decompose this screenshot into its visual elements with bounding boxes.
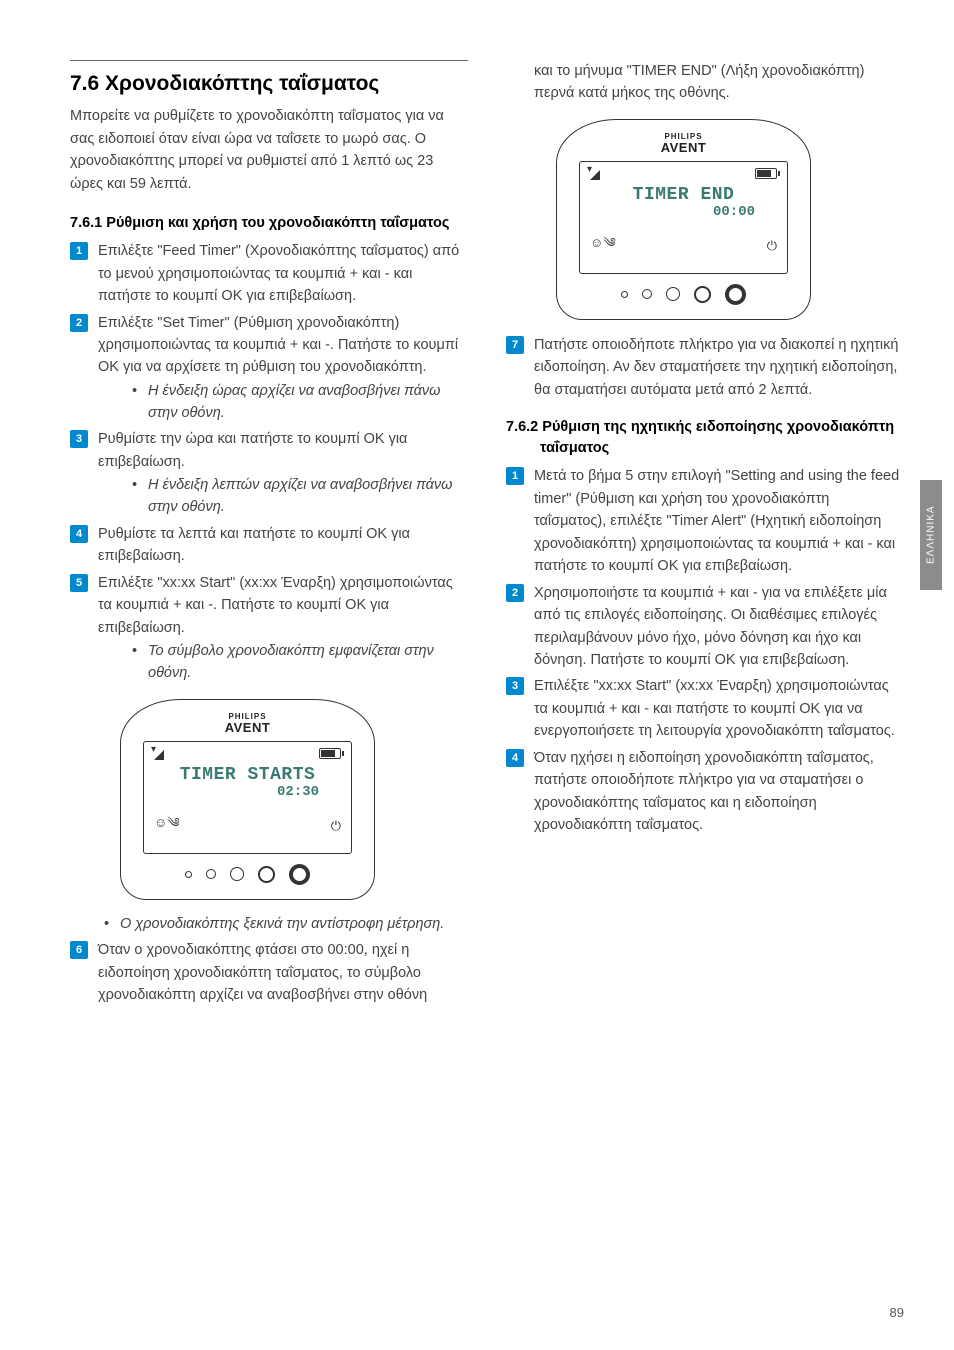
step-text: Ρυθμίστε την ώρα και πατήστε το κουμπί O… <box>98 431 407 469</box>
step-7: 7 Πατήστε οποιοδήποτε πλήκτρο για να διακ… <box>506 334 904 401</box>
device-button <box>642 289 652 299</box>
step-1: 1 Επιλέξτε "Feed Timer" (Χρονοδιακόπτης τ… <box>70 240 468 307</box>
bullet-item: Ο χρονοδιακόπτης ξεκινά την αντίστροφη μ… <box>98 914 468 936</box>
device-buttons <box>575 284 792 305</box>
step-text: Όταν ηχήσει η ειδοποίηση χρονοδιακόπτη τ… <box>534 750 874 833</box>
sub1-number: 7.6.1 <box>70 215 102 231</box>
step6-continuation: και το μήνυμα "TIMER END" (Λήξη χρονοδια… <box>506 60 904 105</box>
sub1-steps: 1 Επιλέξτε "Feed Timer" (Χρονοδιακόπτης τ… <box>70 240 468 685</box>
section-title: 7.6 Χρονοδιακόπτης ταΐσματος <box>70 60 468 97</box>
bullet-list: Ο χρονοδιακόπτης ξεκινά την αντίστροφη μ… <box>98 914 468 936</box>
step-badge: 2 <box>70 314 88 332</box>
device-button <box>725 284 746 305</box>
section-number: 7.6 <box>70 72 99 95</box>
signal-icon: ▾ <box>590 168 608 180</box>
step-3: 3 Ρυθμίστε την ώρα και πατήστε το κουμπί … <box>70 428 468 518</box>
screen-bottom-row: ☺༄ ⏻ <box>154 808 341 845</box>
step-badge: 3 <box>506 677 524 695</box>
bullet-item: Το σύμβολο χρονοδιακόπτη εμφανίζεται στη… <box>126 641 468 685</box>
section-title-text: Χρονοδιακόπτης ταΐσματος <box>105 72 379 95</box>
device-figure-timer-end: PHILIPS AVENT ▾ TIMER END 00:00 ☺༄ ⏻ <box>556 119 811 320</box>
brand-avent: AVENT <box>139 720 356 735</box>
step-2: 2 Επιλέξτε "Set Timer" (Ρύθμιση χρονοδιακ… <box>70 312 468 425</box>
battery-icon <box>319 748 341 759</box>
device-screen: ▾ TIMER STARTS 02:30 ☺༄ ⏻ <box>143 741 352 854</box>
step-text: Επιλέξτε "Set Timer" (Ρύθμιση χρονοδιακό… <box>98 315 458 376</box>
step-2: 2 Χρησιμοποιήστε τα κουμπιά + και - για ν… <box>506 582 904 672</box>
step-5: 5 Επιλέξτε "xx:xx Start" (xx:xx Έναρξη) χ… <box>70 572 468 685</box>
step-text: Ρυθμίστε τα λεπτά και πατήστε το κουμπί … <box>98 526 410 564</box>
face-vibrate-icon: ☺༄ <box>590 228 616 265</box>
device-frame: PHILIPS AVENT ▾ TIMER END 00:00 ☺༄ ⏻ <box>556 119 811 320</box>
language-tab: ΕΛΛΗΝΙΚΑ <box>920 480 942 590</box>
screen-sub-text: 02:30 <box>154 784 341 800</box>
step-text: Επιλέξτε "xx:xx Start" (xx:xx Έναρξη) χρ… <box>534 678 895 739</box>
step-badge: 6 <box>70 941 88 959</box>
screen-main-text: TIMER END <box>590 186 777 205</box>
step-text: Όταν ο χρονοδιακόπτης φτάσει στο 00:00, … <box>98 942 427 1003</box>
sub2-number: 7.6.2 <box>506 419 538 435</box>
step-1: 1 Μετά το βήμα 5 στην επιλογή "Setting an… <box>506 465 904 577</box>
step-6: 6 Όταν ο χρονοδιακόπτης φτάσει στο 00:00,… <box>70 939 468 1006</box>
bullet-list: Η ένδειξη ώρας αρχίζει να αναβοσβήνει πά… <box>126 381 468 425</box>
section-intro: Μπορείτε να ρυθμίζετε το χρονοδιακόπτη τ… <box>70 105 468 195</box>
step-badge: 5 <box>70 574 88 592</box>
bullet-item: Η ένδειξη ώρας αρχίζει να αναβοσβήνει πά… <box>126 381 468 425</box>
step-4: 4 Όταν ηχήσει η ειδοποίηση χρονοδιακόπτη … <box>506 747 904 837</box>
right-column: και το μήνυμα "TIMER END" (Λήξη χρονοδια… <box>506 60 904 1011</box>
device-button <box>206 869 216 879</box>
device-button <box>289 864 310 885</box>
sub2-title: Ρύθμιση της ηχητικής ειδοποίησης χρονοδι… <box>540 419 894 456</box>
screen-sub-text: 00:00 <box>590 204 777 220</box>
device-button <box>258 866 275 883</box>
step-badge: 1 <box>70 242 88 260</box>
power-icon: ⏻ <box>331 818 341 834</box>
power-icon: ⏻ <box>767 238 777 254</box>
step-text: Πατήστε οποιοδήποτε πλήκτρο για να διακο… <box>534 337 898 398</box>
device-button <box>185 871 192 878</box>
device-frame: PHILIPS AVENT ▾ TIMER STARTS 02:30 ☺༄ ⏻ <box>120 699 375 900</box>
step-text: Χρησιμοποιήστε τα κουμπιά + και - για να… <box>534 585 887 668</box>
bullet-item: Η ένδειξη λεπτών αρχίζει να αναβοσβήνει … <box>126 475 468 519</box>
device-button <box>694 286 711 303</box>
step-text: Επιλέξτε "Feed Timer" (Χρονοδιακόπτης τα… <box>98 243 459 304</box>
left-column: 7.6 Χρονοδιακόπτης ταΐσματος Μπορείτε να… <box>70 60 468 1011</box>
sub1-title: Ρύθμιση και χρήση του χρονοδιακόπτη ταΐσ… <box>106 215 449 231</box>
sub1-steps-cont: 6 Όταν ο χρονοδιακόπτης φτάσει στο 00:00,… <box>70 939 468 1006</box>
screen-status-row: ▾ <box>154 748 341 760</box>
brand-avent: AVENT <box>575 140 792 155</box>
step-4: 4 Ρυθμίστε τα λεπτά και πατήστε το κουμπί… <box>70 523 468 568</box>
device-screen: ▾ TIMER END 00:00 ☺༄ ⏻ <box>579 161 788 274</box>
screen-main-text: TIMER STARTS <box>154 766 341 785</box>
bullet-list: Η ένδειξη λεπτών αρχίζει να αναβοσβήνει … <box>126 475 468 519</box>
battery-icon <box>755 168 777 179</box>
step-badge: 2 <box>506 584 524 602</box>
screen-bottom-row: ☺༄ ⏻ <box>590 228 777 265</box>
page-number: 89 <box>890 1305 904 1320</box>
battery-fill <box>321 750 335 757</box>
step-3: 3 Επιλέξτε "xx:xx Start" (xx:xx Έναρξη) χ… <box>506 675 904 742</box>
bullet-list: Το σύμβολο χρονοδιακόπτη εμφανίζεται στη… <box>126 641 468 685</box>
screen-status-row: ▾ <box>590 168 777 180</box>
device-button <box>621 291 628 298</box>
step-badge: 4 <box>506 749 524 767</box>
device-buttons <box>139 864 356 885</box>
sub2-steps: 1 Μετά το βήμα 5 στην επιλογή "Setting an… <box>506 465 904 837</box>
step-badge: 1 <box>506 467 524 485</box>
signal-icon: ▾ <box>154 748 172 760</box>
step-badge: 3 <box>70 430 88 448</box>
page-content: 7.6 Χρονοδιακόπτης ταΐσματος Μπορείτε να… <box>70 60 904 1011</box>
subsection-7-6-2-title: 7.6.2 Ρύθμιση της ηχητικής ειδοποίησης χ… <box>506 417 904 459</box>
step7-list: 7 Πατήστε οποιοδήποτε πλήκτρο για να διακ… <box>506 334 904 401</box>
device-button <box>230 867 244 881</box>
step-text: Μετά το βήμα 5 στην επιλογή "Setting and… <box>534 468 899 574</box>
step-text: Επιλέξτε "xx:xx Start" (xx:xx Έναρξη) χρ… <box>98 575 453 636</box>
battery-fill <box>757 170 771 177</box>
step-badge: 7 <box>506 336 524 354</box>
subsection-7-6-1-title: 7.6.1 Ρύθμιση και χρήση του χρονοδιακόπτ… <box>70 213 468 234</box>
face-vibrate-icon: ☺༄ <box>154 808 180 845</box>
step-badge: 4 <box>70 525 88 543</box>
device-figure-timer-starts: PHILIPS AVENT ▾ TIMER STARTS 02:30 ☺༄ ⏻ <box>120 699 375 900</box>
device-button <box>666 287 680 301</box>
